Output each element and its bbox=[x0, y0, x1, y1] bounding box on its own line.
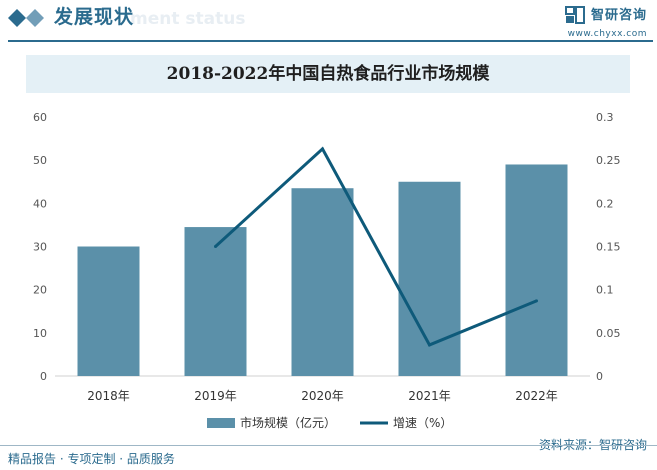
y-tick-label: 0 bbox=[40, 370, 47, 383]
y2-tick-label: 0 bbox=[596, 370, 603, 383]
y2-tick-label: 0.15 bbox=[596, 241, 621, 254]
diamond-icon bbox=[8, 9, 44, 27]
brand-name: 智研咨询 bbox=[590, 8, 647, 23]
brand: 智研咨询 bbox=[564, 4, 647, 26]
y-tick-label: 30 bbox=[33, 241, 47, 254]
x-tick-label: 2022年 bbox=[515, 389, 558, 403]
x-tick-label: 2021年 bbox=[408, 389, 451, 403]
x-tick-label: 2018年 bbox=[87, 389, 130, 403]
y2-tick-label: 0.3 bbox=[596, 111, 614, 124]
legend-bar-swatch bbox=[207, 418, 235, 428]
legend-bar-label: 市场规模（亿元） bbox=[240, 415, 336, 430]
line-point bbox=[214, 245, 217, 248]
y-tick-label: 20 bbox=[33, 284, 47, 297]
brand-logo-icon bbox=[564, 6, 585, 24]
chart-title-band: 2018-2022年中国自热食品行业市场规模 bbox=[26, 55, 630, 93]
line-point bbox=[428, 343, 431, 347]
y-tick-label: 10 bbox=[33, 327, 47, 340]
legend-line-label: 增速（%） bbox=[393, 416, 452, 430]
bar bbox=[398, 181, 461, 376]
y-tick-label: 60 bbox=[33, 111, 47, 124]
brand-url: www.chyxx.com bbox=[567, 29, 647, 39]
section-title: 发展现状 bbox=[54, 6, 135, 28]
line-point bbox=[321, 147, 324, 151]
bar bbox=[291, 188, 354, 376]
bar bbox=[505, 164, 568, 376]
section-header: ment status 发展现状 智研咨询 www.chyxx.com bbox=[0, 0, 657, 44]
series-line bbox=[214, 146, 538, 347]
x-tick-label: 2020年 bbox=[301, 389, 344, 403]
chart-title: 2018-2022年中国自热食品行业市场规模 bbox=[166, 64, 490, 84]
bar bbox=[77, 246, 140, 376]
y2-tick-label: 0.1 bbox=[596, 284, 614, 297]
footer-slogan: 精品报告 · 专项定制 · 品质服务 bbox=[8, 452, 175, 466]
line-point bbox=[535, 299, 538, 303]
y-tick-label: 40 bbox=[33, 197, 47, 210]
y2-tick-label: 0.2 bbox=[596, 197, 614, 210]
section-subtitle: ment status bbox=[130, 9, 246, 29]
y2-tick-label: 0.25 bbox=[596, 154, 621, 167]
x-tick-label: 2019年 bbox=[194, 389, 237, 403]
y-tick-label: 50 bbox=[33, 154, 47, 167]
y2-tick-label: 0.05 bbox=[596, 327, 621, 340]
header-divider bbox=[8, 40, 653, 42]
footer-divider bbox=[0, 445, 657, 446]
bar bbox=[184, 227, 247, 376]
